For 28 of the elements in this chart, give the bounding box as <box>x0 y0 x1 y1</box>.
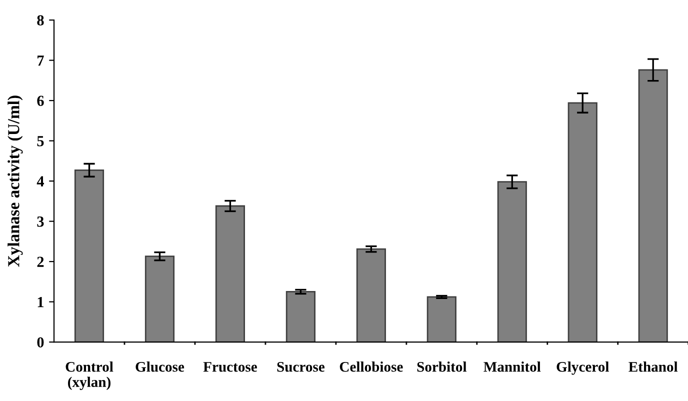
y-tick-label: 6 <box>37 96 44 106</box>
y-tick-label: 0 <box>37 337 44 348</box>
y-tick-label: 1 <box>38 297 44 308</box>
x-tick-label: Ethanol <box>628 361 678 372</box>
x-tick-label: Glycerol <box>556 361 609 375</box>
bar <box>215 205 246 342</box>
x-tick-label: Cellobiose <box>340 361 403 372</box>
y-tick-label: 8 <box>37 15 44 26</box>
bar <box>568 102 598 342</box>
y-tick-label: 3 <box>37 216 44 227</box>
bar <box>74 169 104 342</box>
y-tick-label: 2 <box>37 256 44 267</box>
bar <box>426 296 456 342</box>
x-tick-label: Sorbitol <box>417 361 467 372</box>
y-tick-label: 4 <box>36 176 44 186</box>
bar <box>286 291 316 342</box>
bar <box>497 181 527 342</box>
y-tick-label: 7 <box>38 56 44 66</box>
x-tick-label: Control (xylan) <box>66 361 114 390</box>
x-tick-label: Glucose <box>136 361 184 372</box>
x-tick-label: Mannitol <box>484 361 541 372</box>
bar <box>144 256 175 342</box>
x-tick-label: Fructose <box>203 362 257 372</box>
x-tick-label: Sucrose <box>277 362 324 372</box>
y-axis-title: Xylanase activity (U/ml) <box>8 96 23 267</box>
bar <box>356 248 386 342</box>
bar <box>638 69 668 342</box>
y-tick-label: 5 <box>37 136 44 146</box>
